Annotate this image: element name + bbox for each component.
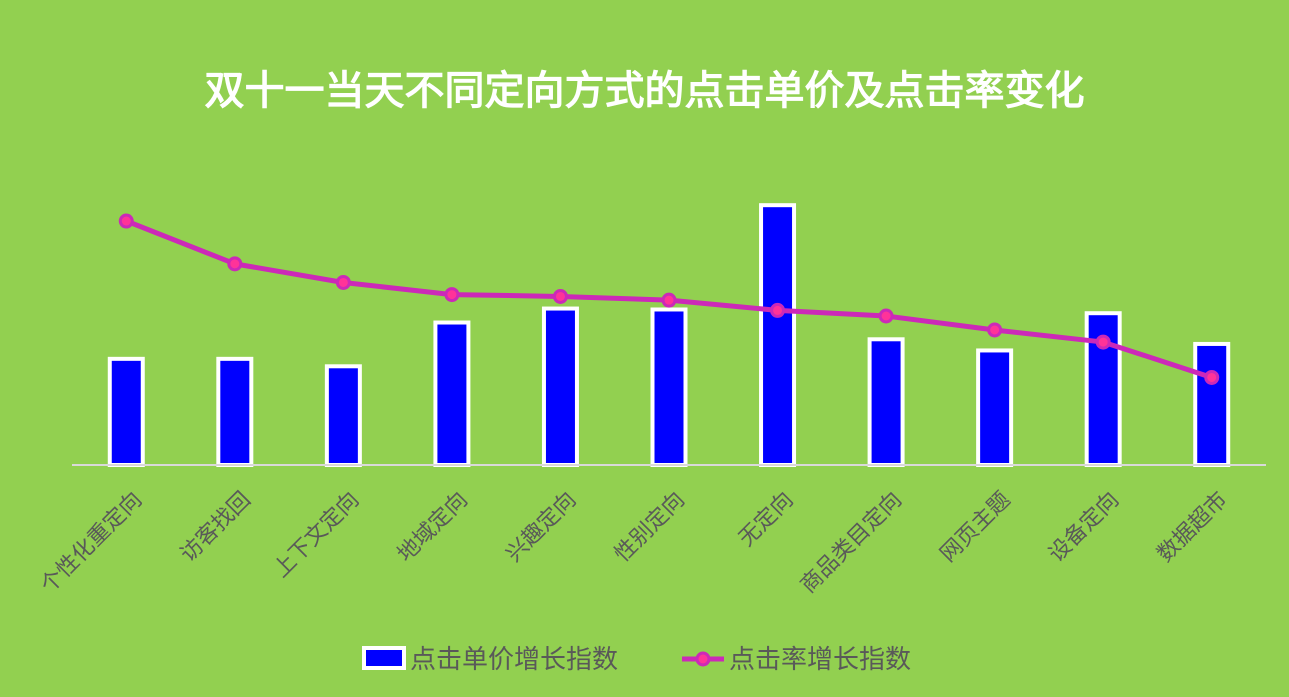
line-point-兴趣定向 xyxy=(552,288,568,304)
legend-label-line: 点击率增长指数 xyxy=(729,645,911,675)
x-tick-label: 数据超市 xyxy=(1153,487,1233,567)
x-tick-label: 网页主题 xyxy=(936,487,1016,567)
line-point-无定向 xyxy=(770,302,786,318)
x-tick-label: 个性化重定向 xyxy=(36,487,147,598)
x-tick-label: 商品类目定向 xyxy=(796,487,907,598)
legend-marker-line xyxy=(695,651,711,667)
line-point-商品类目定向 xyxy=(878,308,894,324)
bar-商品类目定向 xyxy=(867,337,905,467)
bar-上下文定向 xyxy=(324,364,362,468)
bar-访客找回 xyxy=(216,356,254,467)
line-point-个性化重定向 xyxy=(118,213,134,229)
line-point-访客找回 xyxy=(227,256,243,272)
x-tick-label: 兴趣定向 xyxy=(502,487,582,567)
bar-地域定向 xyxy=(433,320,471,467)
bar-兴趣定向 xyxy=(541,306,579,467)
legend-label-bar: 点击单价增长指数 xyxy=(410,645,618,675)
x-tick-label: 设备定向 xyxy=(1044,487,1124,567)
line-series xyxy=(118,213,1220,385)
line-point-网页主题 xyxy=(987,322,1003,338)
chart-title: 双十一当天不同定向方式的点击单价及点击率变化 xyxy=(204,68,1085,114)
x-tick-label: 性别定向 xyxy=(610,487,690,567)
bar-series xyxy=(107,203,1231,468)
x-tick-label: 上下文定向 xyxy=(269,487,364,582)
bar-性别定向 xyxy=(650,307,688,468)
line-point-数据超市 xyxy=(1204,369,1220,385)
line-point-地域定向 xyxy=(444,287,460,303)
x-tick-label: 无定向 xyxy=(734,487,798,551)
line-point-性别定向 xyxy=(661,292,677,308)
bar-数据超市 xyxy=(1193,341,1231,467)
x-tick-label: 地域定向 xyxy=(393,487,473,567)
legend: 点击单价增长指数 点击率增长指数 xyxy=(362,645,911,675)
bar-无定向 xyxy=(759,203,797,467)
x-tick-label: 访客找回 xyxy=(176,487,256,567)
line-point-设备定向 xyxy=(1095,334,1111,350)
legend-swatch-bar xyxy=(362,646,406,670)
line-point-上下文定向 xyxy=(335,274,351,290)
bar-个性化重定向 xyxy=(107,356,145,467)
bar-网页主题 xyxy=(976,348,1014,467)
